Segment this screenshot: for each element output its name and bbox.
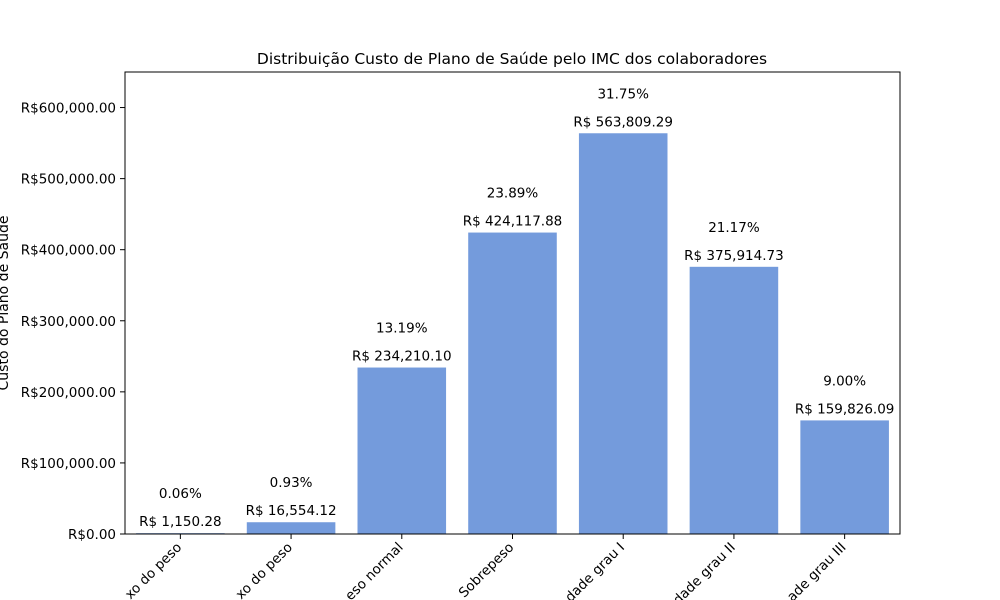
- percent-label-4: 23.89%: [487, 186, 539, 202]
- bar-7: [800, 420, 889, 534]
- bar-4: [468, 232, 557, 535]
- y-tick-label-5: R$500,000.00: [21, 172, 116, 188]
- y-tick-label-0: R$0.00: [68, 527, 116, 543]
- percent-label-5: 31.75%: [597, 86, 649, 102]
- value-label-2: R$ 16,554.12: [246, 503, 337, 519]
- y-axis-label: Custo do Plano de Saúde: [0, 216, 12, 391]
- y-tick-label-2: R$200,000.00: [21, 385, 116, 401]
- bar-3: [357, 367, 447, 534]
- value-label-7: R$ 159,826.09: [795, 401, 895, 417]
- value-label-1: R$ 1,150.28: [139, 514, 221, 530]
- value-label-6: R$ 375,914.73: [684, 248, 784, 264]
- value-label-3: R$ 234,210.10: [352, 349, 452, 365]
- x-tick-label-6: dade grau II: [670, 540, 739, 600]
- y-tick-label-3: R$300,000.00: [21, 314, 116, 330]
- y-axis: R$0.00 R$100,000.00 R$200,000.00 R$300,000.…: [21, 101, 125, 543]
- chart-title: Distribuição Custo de Plano de Saúde pel…: [257, 50, 767, 68]
- bars-layer: [136, 133, 889, 535]
- bar-6: [689, 266, 779, 534]
- x-tick-label-7: ade grau III: [784, 540, 849, 600]
- x-tick-label-1: xo do peso: [122, 540, 185, 600]
- value-label-4: R$ 424,117.88: [463, 214, 563, 230]
- x-tick-label-4: Sobrepeso: [456, 540, 518, 600]
- y-tick-label-4: R$400,000.00: [21, 243, 116, 259]
- x-tick-label-5: dade grau I: [562, 540, 628, 600]
- bar-5: [578, 133, 668, 534]
- data-labels-layer: R$ 1,150.28 0.06% R$ 16,554.12 0.93% R$ 234,…: [139, 86, 894, 530]
- percent-label-6: 21.17%: [708, 220, 760, 236]
- percent-label-1: 0.06%: [159, 486, 202, 502]
- x-axis: xo do peso xo do peso eso normal Sobrepeso d…: [122, 534, 849, 600]
- value-label-5: R$ 563,809.29: [573, 114, 673, 130]
- plot-frame: [124, 71, 901, 535]
- percent-label-3: 13.19%: [376, 321, 428, 337]
- bar-2: [246, 522, 336, 534]
- y-tick-label-6: R$600,000.00: [21, 101, 116, 117]
- percent-label-2: 0.93%: [270, 475, 313, 491]
- y-tick-label-1: R$100,000.00: [21, 456, 116, 472]
- percent-label-7: 9.00%: [823, 373, 866, 389]
- x-tick-label-2: xo do peso: [233, 540, 296, 600]
- x-tick-label-3: eso normal: [342, 540, 406, 600]
